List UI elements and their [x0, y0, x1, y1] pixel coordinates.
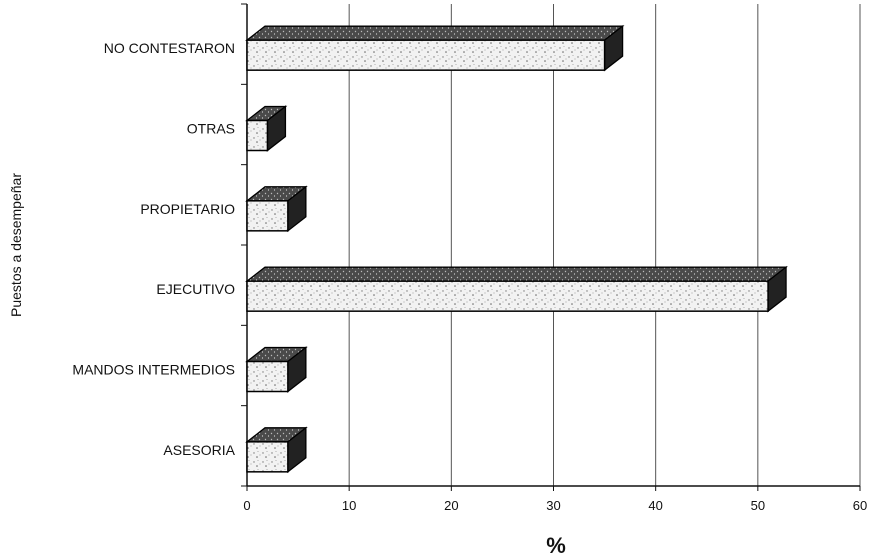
- axes: [241, 3, 861, 491]
- x-tick-label: 30: [546, 498, 560, 513]
- x-tick-label: 10: [342, 498, 356, 513]
- grid-lines: [348, 4, 861, 486]
- x-axis-title: %: [546, 533, 566, 558]
- x-tick-label: 40: [648, 498, 662, 513]
- bar-front-face: [246, 39, 606, 71]
- x-tick-label: 60: [853, 498, 867, 513]
- bar-front-face: [246, 441, 289, 473]
- bar-front-face: [246, 200, 289, 232]
- x-tick-label: 0: [243, 498, 250, 513]
- category-label: EJECUTIVO: [156, 281, 235, 297]
- category-label: ASESORIA: [163, 442, 235, 458]
- bar-front-face: [246, 280, 769, 312]
- bar-front-face: [246, 360, 289, 393]
- bar-no-contestaron: [245, 24, 625, 72]
- x-tick-label: 50: [751, 498, 765, 513]
- category-label: PROPIETARIO: [140, 201, 235, 217]
- bar-ejecutivo: [245, 265, 788, 313]
- x-tick-label: 20: [444, 498, 458, 513]
- bar-top-face: [245, 25, 625, 41]
- bar-top-face: [245, 266, 788, 282]
- bar-front-face: [246, 119, 269, 152]
- bar-otras: [245, 105, 288, 152]
- bars: [245, 24, 788, 474]
- category-label: NO CONTESTARON: [104, 40, 235, 56]
- category-label: MANDOS INTERMEDIOS: [72, 362, 235, 378]
- labels: 0 10 20 30 40 50 60 NO CONTESTARON OTRAS PROPIETA…: [72, 40, 867, 513]
- bar-mandos-intermedios: [245, 346, 308, 393]
- category-label: OTRAS: [187, 121, 235, 137]
- y-axis-title: Puestos a desempeñar: [8, 173, 24, 317]
- bar-asesoria: [245, 426, 308, 474]
- bar-propietario: [245, 185, 308, 233]
